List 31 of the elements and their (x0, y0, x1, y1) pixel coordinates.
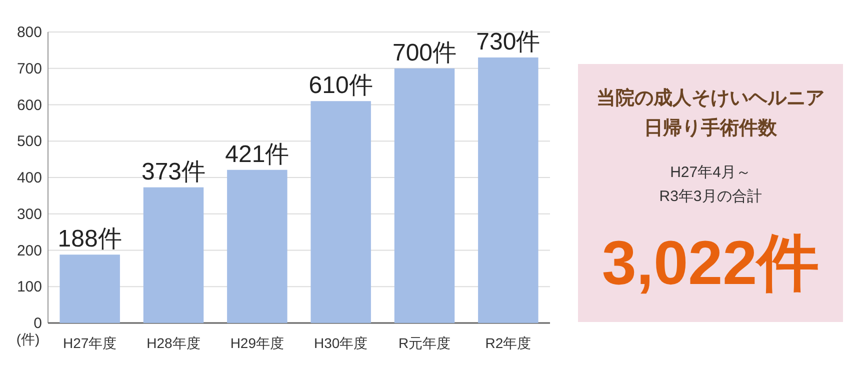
text: H27年4月～R3年3月の合計 (659, 164, 762, 205)
y-tick-label: 200 (16, 242, 42, 260)
y-axis-title: (件) (16, 331, 40, 347)
x-tick-label: H29年度 (230, 335, 284, 351)
text: 当院の成人そけいヘルニア日帰り手術件数 (596, 87, 824, 139)
y-tick-label: 700 (16, 60, 42, 78)
data-label: 700件 (392, 39, 457, 66)
y-tick-label: 400 (16, 170, 42, 186)
bar (143, 187, 204, 323)
bar (227, 170, 288, 323)
bar (60, 254, 120, 323)
x-tick-label: H27年度 (62, 335, 117, 351)
y-tick-label: 500 (16, 133, 42, 150)
y-tick-label: 100 (16, 278, 42, 296)
data-label: 610件 (308, 72, 373, 100)
bar (310, 101, 371, 323)
bar (394, 68, 455, 323)
data-label: 188件 (58, 226, 122, 253)
x-tick-label: R2年度 (485, 335, 532, 351)
y-tick-label: 800 (16, 24, 42, 41)
bar (478, 57, 538, 323)
y-tick-label: 0 (34, 315, 42, 332)
x-tick-label: R元年度 (398, 335, 451, 351)
x-tick-label: H28年度 (146, 335, 200, 351)
data-label: 421件 (225, 140, 290, 168)
text: 3,022件 (602, 229, 820, 298)
y-tick-label: 600 (16, 96, 42, 114)
y-tick-label: 300 (16, 206, 42, 223)
x-tick-label: H30年度 (314, 335, 368, 351)
data-label: 373件 (141, 158, 206, 186)
data-label: 730件 (476, 28, 540, 56)
